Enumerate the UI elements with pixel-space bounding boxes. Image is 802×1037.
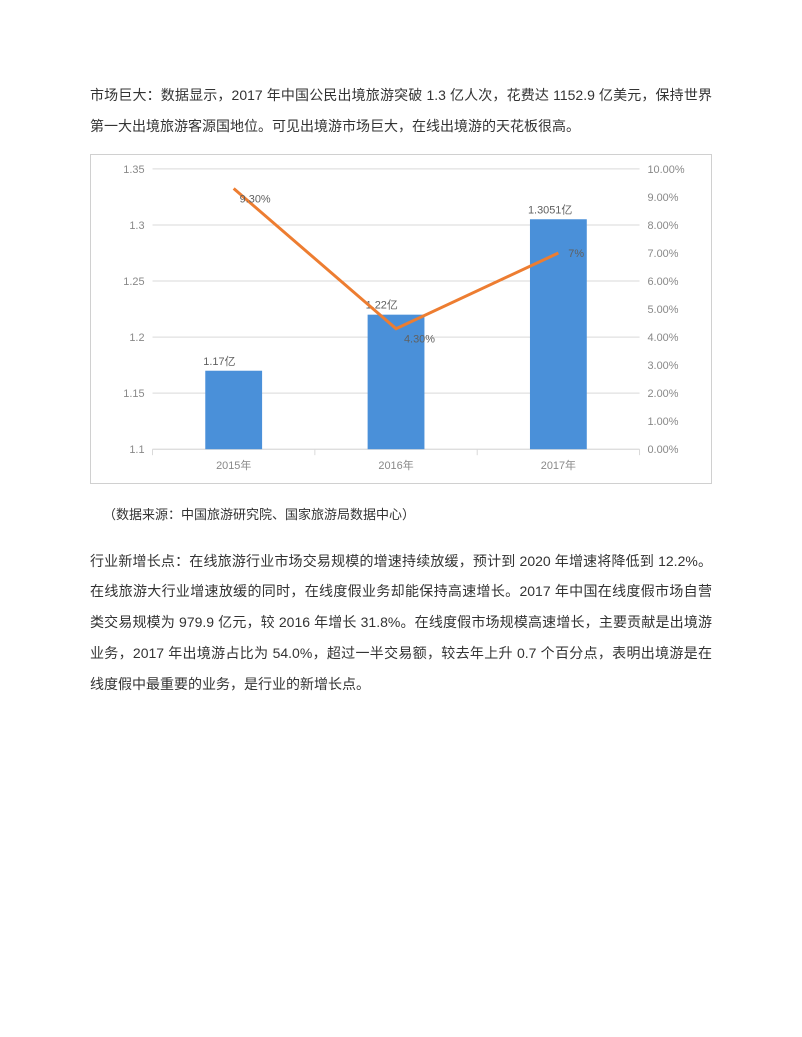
- svg-text:2017年: 2017年: [541, 458, 576, 472]
- svg-text:9.30%: 9.30%: [240, 193, 271, 205]
- chart-source: （数据来源：中国旅游研究院、国家旅游局数据中心）: [90, 502, 712, 528]
- svg-text:1.35: 1.35: [123, 163, 144, 175]
- svg-text:5.00%: 5.00%: [647, 304, 678, 316]
- svg-text:1.25: 1.25: [123, 276, 144, 288]
- chart-svg: 1.1 1.15 1.2 1.25 1.3 1.35 0.00% 1.00% 2.00% 3.00…: [91, 155, 711, 483]
- svg-text:10.00%: 10.00%: [647, 163, 684, 175]
- svg-text:1.2: 1.2: [129, 332, 144, 344]
- svg-text:1.3: 1.3: [129, 220, 144, 232]
- svg-text:7.00%: 7.00%: [647, 248, 678, 260]
- outbound-travel-chart: 1.1 1.15 1.2 1.25 1.3 1.35 0.00% 1.00% 2.00% 3.00…: [90, 154, 712, 484]
- svg-text:4.00%: 4.00%: [647, 332, 678, 344]
- svg-text:7%: 7%: [568, 248, 584, 260]
- svg-text:1.00%: 1.00%: [647, 416, 678, 428]
- growth-paragraph: 行业新增长点：在线旅游行业市场交易规模的增速持续放缓，预计到 2020 年增速将…: [90, 546, 712, 700]
- intro-paragraph: 市场巨大：数据显示，2017 年中国公民出境旅游突破 1.3 亿人次，花费达 1…: [90, 80, 712, 142]
- svg-text:3.00%: 3.00%: [647, 360, 678, 372]
- svg-text:0.00%: 0.00%: [647, 444, 678, 456]
- svg-text:1.3051亿: 1.3051亿: [528, 203, 572, 216]
- svg-text:9.00%: 9.00%: [647, 192, 678, 204]
- svg-text:4.30%: 4.30%: [404, 333, 435, 345]
- svg-text:8.00%: 8.00%: [647, 220, 678, 232]
- svg-text:1.17亿: 1.17亿: [203, 354, 235, 367]
- svg-text:6.00%: 6.00%: [647, 276, 678, 288]
- svg-text:1.15: 1.15: [123, 388, 144, 400]
- svg-text:2015年: 2015年: [216, 458, 251, 472]
- svg-text:2016年: 2016年: [378, 458, 413, 472]
- svg-text:1.1: 1.1: [129, 444, 144, 456]
- svg-text:2.00%: 2.00%: [647, 388, 678, 400]
